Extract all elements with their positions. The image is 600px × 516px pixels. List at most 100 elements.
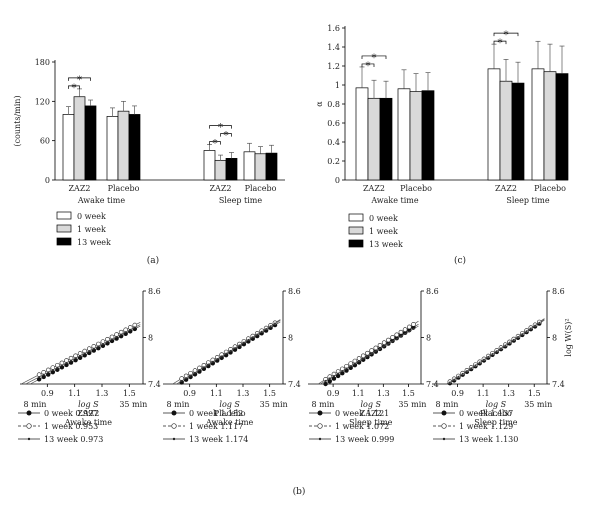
- group-label: Placebo: [534, 184, 566, 193]
- legend-label: 13 week 0.999: [335, 435, 394, 444]
- legend-marker: [26, 410, 32, 416]
- data-point: [129, 328, 132, 331]
- data-point: [491, 353, 494, 356]
- bar: [409, 91, 423, 181]
- data-point: [207, 363, 210, 366]
- data-point: [216, 358, 219, 361]
- data-point: [324, 379, 327, 382]
- data-point: [411, 322, 416, 327]
- legend-swatch: [56, 224, 72, 233]
- y-tick-label: 7.4: [288, 380, 301, 389]
- y-tick-label: 1.2: [327, 62, 340, 71]
- data-point: [534, 324, 537, 327]
- condition-label: Placebo: [214, 409, 246, 418]
- group-label: Placebo: [245, 184, 277, 193]
- data-point: [323, 381, 328, 387]
- data-point: [381, 340, 387, 345]
- significance-star: *: [372, 53, 377, 64]
- scatter-panel-b3: 0.9 1.1 1.3 1.5 7.4 8 8.6 8 min 35 min log SZAZ2S…: [308, 287, 439, 444]
- x-axis-label: log S: [361, 400, 382, 409]
- legend-marker: [317, 410, 323, 416]
- data-point: [383, 345, 386, 348]
- group-label: ZAZ2: [210, 184, 232, 193]
- x-tick-label: 1.3: [502, 389, 515, 398]
- legend-marker: [318, 437, 322, 441]
- group-label: ZAZ2: [363, 184, 385, 193]
- data-point: [362, 357, 365, 360]
- data-point: [115, 335, 118, 338]
- legend-label: 13 week: [369, 240, 403, 249]
- data-point: [101, 342, 104, 345]
- legend-marker: [171, 410, 177, 416]
- significance-bracket: [361, 55, 387, 59]
- significance-star: *: [72, 83, 77, 94]
- significance-bracket: [493, 40, 507, 45]
- bar: [128, 114, 141, 181]
- y-tick-label: 8: [148, 334, 153, 343]
- data-point: [198, 368, 201, 371]
- data-point: [189, 374, 192, 377]
- data-point: [225, 352, 228, 355]
- bar: [367, 97, 381, 181]
- significance-bracket: [493, 32, 519, 37]
- data-point: [538, 321, 541, 324]
- legend-label: 0 week: [369, 214, 398, 223]
- bar: [225, 158, 238, 181]
- section-label: Awake time: [205, 418, 254, 427]
- data-point: [387, 342, 390, 345]
- data-point: [335, 373, 341, 379]
- data-point: [36, 377, 42, 382]
- data-point: [365, 350, 370, 356]
- data-point: [64, 362, 69, 368]
- significance-star: *: [77, 75, 82, 86]
- panel-label-a: (a): [147, 255, 159, 266]
- legend-swatch: [348, 213, 364, 222]
- bar: [117, 110, 130, 181]
- bar-chart-a: 0 60 120 180 (counts/min) ZAZ2 Placebo ZAZ2 Plac…: [13, 58, 285, 247]
- y-tick-label: 8.6: [426, 287, 439, 296]
- data-point: [51, 368, 54, 371]
- data-point: [337, 372, 340, 375]
- y-tick-label: 7.4: [426, 380, 439, 389]
- y-tick-label: 180: [35, 58, 50, 67]
- data-point: [180, 379, 183, 382]
- data-point: [386, 337, 391, 343]
- data-point: [378, 347, 381, 350]
- panel-label-c: (c): [454, 255, 466, 266]
- x-tick-label: 1.5: [528, 389, 541, 398]
- y-tick-label: 1: [335, 81, 340, 90]
- bar: [106, 116, 119, 181]
- section-label: Sleep time: [506, 196, 550, 205]
- section-label: Sleep time: [219, 196, 263, 205]
- bar: [355, 87, 369, 181]
- section-label: Sleep time: [349, 418, 393, 427]
- legend-label: 0 week: [77, 212, 106, 221]
- data-point: [70, 359, 73, 362]
- significance-star: *: [213, 139, 218, 150]
- data-point: [327, 379, 332, 384]
- data-point: [404, 332, 407, 335]
- data-point: [474, 364, 477, 367]
- x-range-label-start: 8 min: [312, 400, 335, 409]
- bar: [73, 96, 86, 181]
- bar: [254, 153, 267, 181]
- y-tick-label: 60: [40, 137, 50, 146]
- data-point: [341, 370, 344, 373]
- condition-label: ZAZ2: [77, 409, 99, 418]
- legend-label: 13 week: [77, 238, 111, 247]
- data-point: [65, 361, 68, 364]
- legend-label: 13 week 1.130: [459, 435, 518, 444]
- legend-label: 1 week 1.072: [335, 422, 389, 431]
- bar: [511, 82, 525, 181]
- significance-bracket: [220, 133, 232, 137]
- y-tick-label: 8.6: [288, 287, 301, 296]
- x-range-label-start: 8 min: [167, 400, 190, 409]
- data-point: [41, 374, 46, 380]
- data-point: [495, 350, 498, 353]
- y-axis-label: (counts/min): [13, 95, 22, 146]
- legend-label: 1 week 1.129: [459, 422, 513, 431]
- data-point: [391, 340, 394, 343]
- data-point: [478, 361, 481, 364]
